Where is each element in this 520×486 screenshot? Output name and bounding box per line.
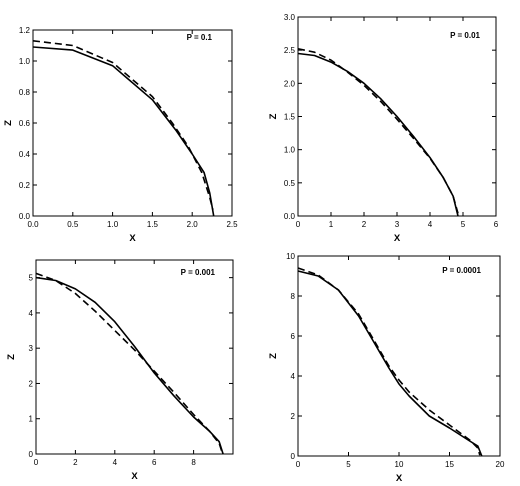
x-tick-label: 10 bbox=[395, 460, 404, 469]
x-tick-label: 3 bbox=[395, 220, 400, 229]
x-tick-label: 0.0 bbox=[27, 220, 39, 229]
x-tick-label: 2 bbox=[73, 458, 78, 467]
x-tick-label: 0 bbox=[296, 460, 301, 469]
x-tick-label: 1.0 bbox=[107, 220, 119, 229]
y-tick-label: 0.6 bbox=[19, 119, 31, 128]
x-tick-label: 0.5 bbox=[67, 220, 79, 229]
y-tick-label: 1 bbox=[29, 415, 34, 424]
y-axis-label: Z bbox=[268, 113, 279, 119]
x-tick-label: 2.5 bbox=[226, 220, 238, 229]
y-tick-label: 3.0 bbox=[284, 13, 296, 22]
solid-series-line bbox=[35, 276, 224, 455]
plot-frame bbox=[35, 259, 234, 455]
y-tick-label: 2 bbox=[29, 379, 34, 388]
y-tick-label: 0 bbox=[291, 452, 296, 461]
y-tick-label: 2.0 bbox=[284, 79, 296, 88]
x-axis-label: X bbox=[131, 471, 138, 482]
solid-series-line bbox=[297, 270, 483, 457]
y-tick-label: 1.0 bbox=[284, 146, 296, 155]
y-tick-label: 4 bbox=[29, 309, 34, 318]
chart-panel-4: 0 5 10 15 20 0 2 4 6 8 10 X Z P = 0.0001 bbox=[268, 252, 505, 484]
x-tick-label: 0 bbox=[296, 220, 301, 229]
x-tick-label: 6 bbox=[494, 220, 499, 229]
x-tick-label: 1 bbox=[329, 220, 334, 229]
dashed-series-line bbox=[32, 40, 214, 210]
x-axis-label: X bbox=[129, 233, 136, 244]
chart-panel-2: 0 1 2 3 4 5 6 0.0 0.5 1.0 1.5 2.0 2.5 3.0 X Z P = 0.01 bbox=[268, 13, 499, 244]
x-tick-label: 5 bbox=[346, 460, 351, 469]
y-tick-label: 6 bbox=[291, 332, 296, 341]
x-tick-label: 0 bbox=[34, 458, 39, 467]
y-tick-label: 1.0 bbox=[19, 57, 31, 66]
y-tick-label: 8 bbox=[291, 292, 296, 301]
x-axis-label: X bbox=[396, 473, 403, 484]
p-value-annotation: P = 0.1 bbox=[187, 33, 213, 42]
x-tick-label: 20 bbox=[496, 460, 505, 469]
chart-panel-1: 0.0 0.5 1.0 1.5 2.0 2.5 0.0 0.2 0.4 0.6 0.8 1.0 1.2 X… bbox=[3, 26, 238, 244]
y-tick-label: 3 bbox=[29, 344, 34, 353]
dashed-series-line bbox=[297, 48, 459, 214]
y-tick-label: 0.5 bbox=[284, 179, 296, 188]
y-tick-label: 2.5 bbox=[284, 46, 296, 55]
x-tick-label: 15 bbox=[445, 460, 454, 469]
solid-series-line bbox=[297, 52, 459, 217]
dashed-series-line bbox=[297, 267, 481, 456]
chart-panel-3: 0 2 4 6 8 0 1 2 3 4 5 X Z P = 0.001 bbox=[6, 259, 234, 482]
x-tick-label: 8 bbox=[191, 458, 196, 467]
y-tick-label: 0.4 bbox=[19, 150, 31, 159]
y-tick-label: 4 bbox=[291, 372, 296, 381]
p-value-annotation: P = 0.0001 bbox=[442, 266, 481, 275]
y-tick-label: 0.0 bbox=[19, 212, 31, 221]
y-tick-label: 0 bbox=[29, 450, 34, 459]
y-tick-label: 2 bbox=[291, 412, 296, 421]
p-value-annotation: P = 0.01 bbox=[450, 31, 480, 40]
y-axis-label: Z bbox=[268, 353, 279, 359]
y-tick-label: 0.2 bbox=[19, 181, 31, 190]
dashed-series-line bbox=[35, 272, 223, 453]
x-tick-label: 1.5 bbox=[147, 220, 159, 229]
y-axis-label: Z bbox=[3, 120, 14, 126]
y-tick-label: 0.0 bbox=[284, 212, 296, 221]
x-tick-label: 4 bbox=[428, 220, 433, 229]
y-axis-label: Z bbox=[6, 354, 17, 360]
x-tick-label: 2.0 bbox=[187, 220, 199, 229]
x-tick-label: 4 bbox=[113, 458, 118, 467]
x-tick-label: 2 bbox=[362, 220, 367, 229]
p-value-annotation: P = 0.001 bbox=[181, 268, 216, 277]
x-axis-label: X bbox=[394, 233, 401, 244]
y-tick-label: 1.5 bbox=[284, 113, 296, 122]
solid-series-line bbox=[32, 46, 215, 217]
x-tick-label: 6 bbox=[152, 458, 157, 467]
y-tick-label: 10 bbox=[286, 252, 295, 261]
plot-frame bbox=[32, 29, 233, 217]
plot-frame bbox=[297, 255, 501, 457]
x-tick-label: 5 bbox=[461, 220, 466, 229]
y-tick-label: 0.8 bbox=[19, 88, 31, 97]
y-tick-label: 1.2 bbox=[19, 26, 31, 35]
y-tick-label: 5 bbox=[29, 274, 34, 283]
